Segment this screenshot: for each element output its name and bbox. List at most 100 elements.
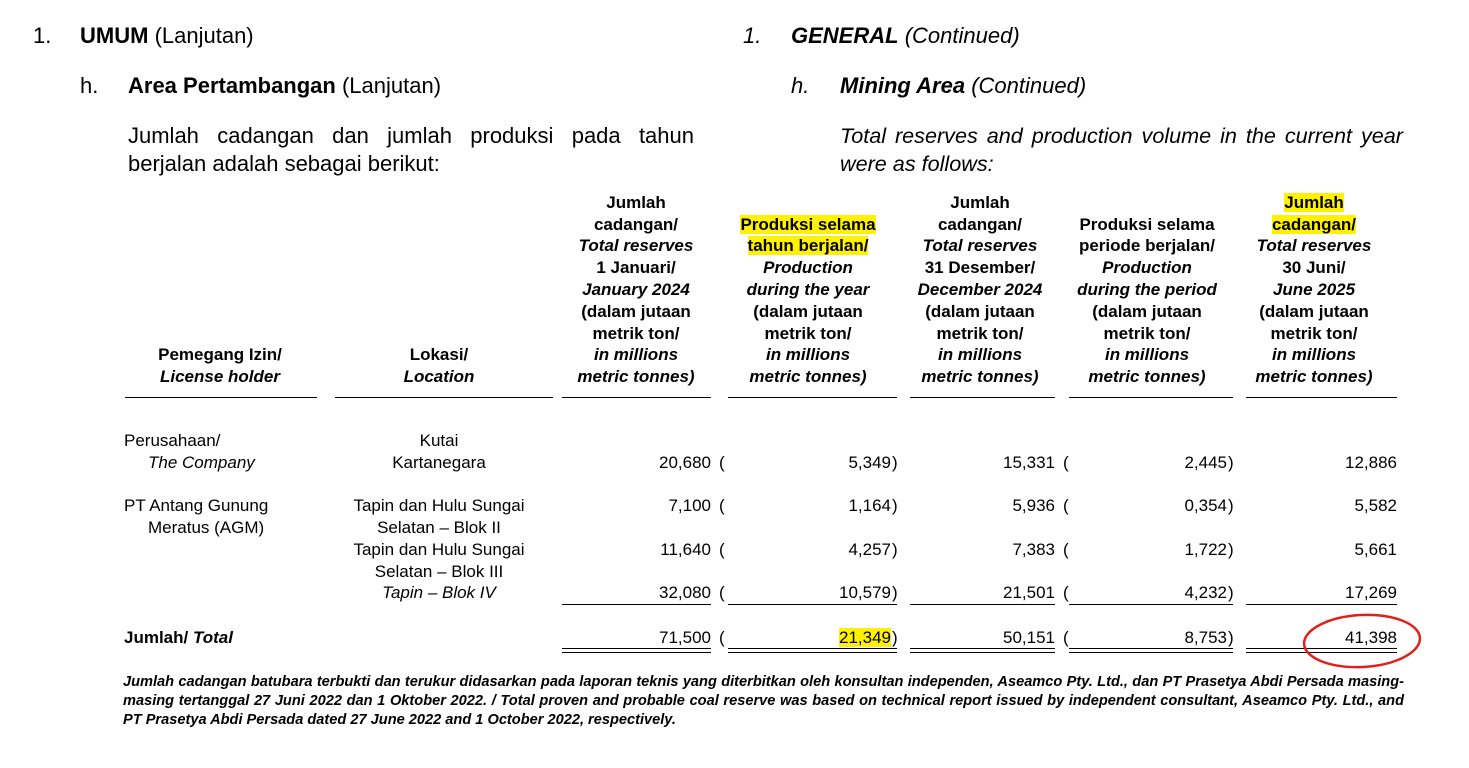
- value-cell: 7,383: [905, 539, 1055, 561]
- header-line: (dalam jutaan: [1204, 301, 1424, 323]
- header-text: cadangan/: [937, 214, 1023, 234]
- sub-title: Area Pertambangan: [128, 73, 336, 98]
- header-line: metrik ton/: [698, 323, 918, 345]
- total-rule: [728, 648, 897, 649]
- header-line: December 2024: [870, 279, 1090, 301]
- value-cell: 1,164: [741, 495, 891, 517]
- subtotal-rule: [728, 604, 897, 605]
- holder: PT Antang Gunung: [124, 496, 269, 515]
- paren-open: (: [719, 628, 725, 647]
- paren-close: ): [892, 453, 898, 472]
- header-line: Total reserves: [526, 235, 746, 257]
- paren-open: (: [1063, 496, 1069, 515]
- header-text: Lokasi/: [409, 345, 469, 365]
- header-text: cadangan/: [1271, 214, 1357, 234]
- value: 2,445: [1184, 453, 1227, 472]
- footnote: Jumlah cadangan batubara terbukti dan te…: [123, 674, 1404, 728]
- value-cell: 41,398: [1247, 627, 1397, 649]
- header-text: Pemegang Izin/: [158, 345, 282, 365]
- value-cell: 21,501: [905, 582, 1055, 604]
- location: Tapin dan Hulu Sungai: [353, 540, 525, 559]
- header-line: (dalam jutaan: [1037, 301, 1257, 323]
- header-text: (dalam jutaan: [1259, 301, 1369, 321]
- header-text: January 2024: [582, 280, 690, 299]
- value-cell: 2,445: [1077, 452, 1227, 474]
- value-cell: 4,232: [1077, 582, 1227, 604]
- header-text: metric tonnes): [577, 367, 695, 387]
- header-text: June 2025: [1272, 280, 1356, 299]
- paren-open: (: [1063, 453, 1069, 472]
- total-rule: [1069, 652, 1233, 653]
- header-line: Jumlah: [526, 192, 746, 214]
- value: 17,269: [1345, 583, 1397, 602]
- value: 5,936: [1012, 496, 1055, 515]
- header-line: metric tonnes): [1037, 366, 1257, 388]
- header-text: 31 Desember/: [924, 258, 1036, 278]
- header-line: in millions: [1037, 344, 1257, 366]
- header-line: cadangan/: [526, 214, 746, 236]
- header-text: during the year: [746, 280, 870, 299]
- header-line: in millions: [698, 344, 918, 366]
- value-cell: 71,500: [561, 627, 711, 649]
- value: 1,164: [848, 496, 891, 515]
- paren-close: ): [1228, 583, 1234, 602]
- sub-number: h.: [80, 73, 99, 98]
- sub-heading: Mining Area (Continued): [840, 72, 1086, 100]
- header-text: periode berjalan/: [1078, 236, 1216, 256]
- value-cell: 5,582: [1247, 495, 1397, 517]
- value: 71,500: [659, 628, 711, 647]
- location: Tapin – Blok IV: [382, 583, 496, 602]
- header-text: metrik ton/: [1270, 323, 1358, 343]
- section-suffix: (Continued): [904, 23, 1020, 48]
- intro: Total reserves and production volume in …: [840, 123, 1403, 176]
- header-text: Total reserves: [1256, 236, 1372, 256]
- paren-open: (: [719, 583, 725, 602]
- header-line: (dalam jutaan: [698, 301, 918, 323]
- location: Selatan – Blok II: [377, 518, 501, 537]
- paren-close: ): [892, 583, 898, 602]
- header-line: metric tonnes): [1204, 366, 1424, 388]
- header-text: Production: [1102, 258, 1192, 278]
- total-rule: [1069, 648, 1233, 649]
- header-text: Total reserves: [922, 236, 1038, 256]
- value: 10,579: [839, 583, 891, 602]
- header-text: in millions: [765, 345, 851, 365]
- section-suffix: (Lanjutan): [154, 23, 254, 48]
- header-line: during the period: [1037, 279, 1257, 301]
- total-label: Jumlah/ Total: [124, 627, 233, 649]
- value: 21,501: [1003, 583, 1055, 602]
- holder: The Company: [148, 453, 255, 472]
- header-text: Produksi selama: [740, 214, 876, 234]
- subtotal-rule: [1246, 604, 1397, 605]
- header-text: December 2024: [917, 280, 1043, 299]
- total-rule: [910, 648, 1055, 649]
- section-number: 1.: [743, 23, 762, 48]
- subtotal-rule: [910, 604, 1055, 605]
- header-line: 31 Desember/: [870, 257, 1090, 279]
- header-text: 30 Juni/: [1282, 258, 1346, 278]
- header-line: Production: [698, 257, 918, 279]
- header-line: Production: [1037, 257, 1257, 279]
- value-cell: 0,354: [1077, 495, 1227, 517]
- paren-close: ): [892, 540, 898, 559]
- paren-close: ): [1228, 628, 1234, 647]
- value-cell: 17,269: [1247, 582, 1397, 604]
- section-heading: UMUM (Lanjutan): [80, 22, 254, 50]
- header-text: (dalam jutaan: [925, 301, 1035, 321]
- header-text: metrik ton/: [1103, 323, 1191, 343]
- location: Kutai: [419, 431, 459, 450]
- header-text: in millions: [1104, 345, 1190, 365]
- header-line: in millions: [1204, 344, 1424, 366]
- header-line: metrik ton/: [526, 323, 746, 345]
- header-text: License holder: [160, 367, 280, 387]
- header-rule: [728, 397, 897, 398]
- value: 41,398: [1345, 628, 1397, 647]
- header-line: Lokasi/: [329, 344, 549, 366]
- total-rule: [1246, 652, 1397, 653]
- value-cell: 12,886: [1247, 452, 1397, 474]
- header-text: metric tonnes): [1088, 367, 1206, 387]
- header-line: June 2025: [1204, 279, 1424, 301]
- value: 8,753: [1184, 628, 1227, 647]
- header-line: 1 Januari/: [526, 257, 746, 279]
- header-line: Total reserves: [870, 235, 1090, 257]
